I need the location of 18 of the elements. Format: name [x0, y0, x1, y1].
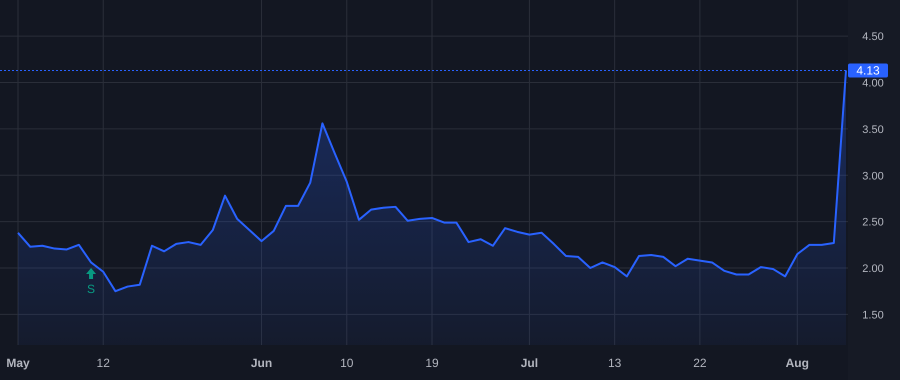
y-tick-label: 4.00: [862, 78, 884, 90]
annotation: S: [87, 282, 96, 296]
x-tick-label: 22: [693, 356, 707, 370]
ref-line-label: 4.13: [856, 63, 880, 78]
x-tick-label: Jul: [520, 356, 538, 370]
y-tick-label: 3.00: [862, 170, 884, 182]
x-tick-label: 12: [96, 356, 110, 370]
y-tick-label: 2.00: [862, 263, 884, 276]
y-tick-label: 1.50: [862, 309, 884, 322]
x-tick-label: May: [6, 356, 30, 370]
y-tick-label: 3.50: [862, 124, 884, 136]
y-tick-label: 4.50: [862, 31, 884, 44]
y-tick-label: 2.50: [862, 216, 884, 229]
x-tick-label: 19: [425, 356, 439, 370]
x-tick-label: Jun: [250, 356, 272, 370]
x-tick-label: 13: [608, 356, 622, 370]
x-tick-label: 10: [340, 356, 354, 370]
x-tick-label: Aug: [786, 356, 809, 370]
